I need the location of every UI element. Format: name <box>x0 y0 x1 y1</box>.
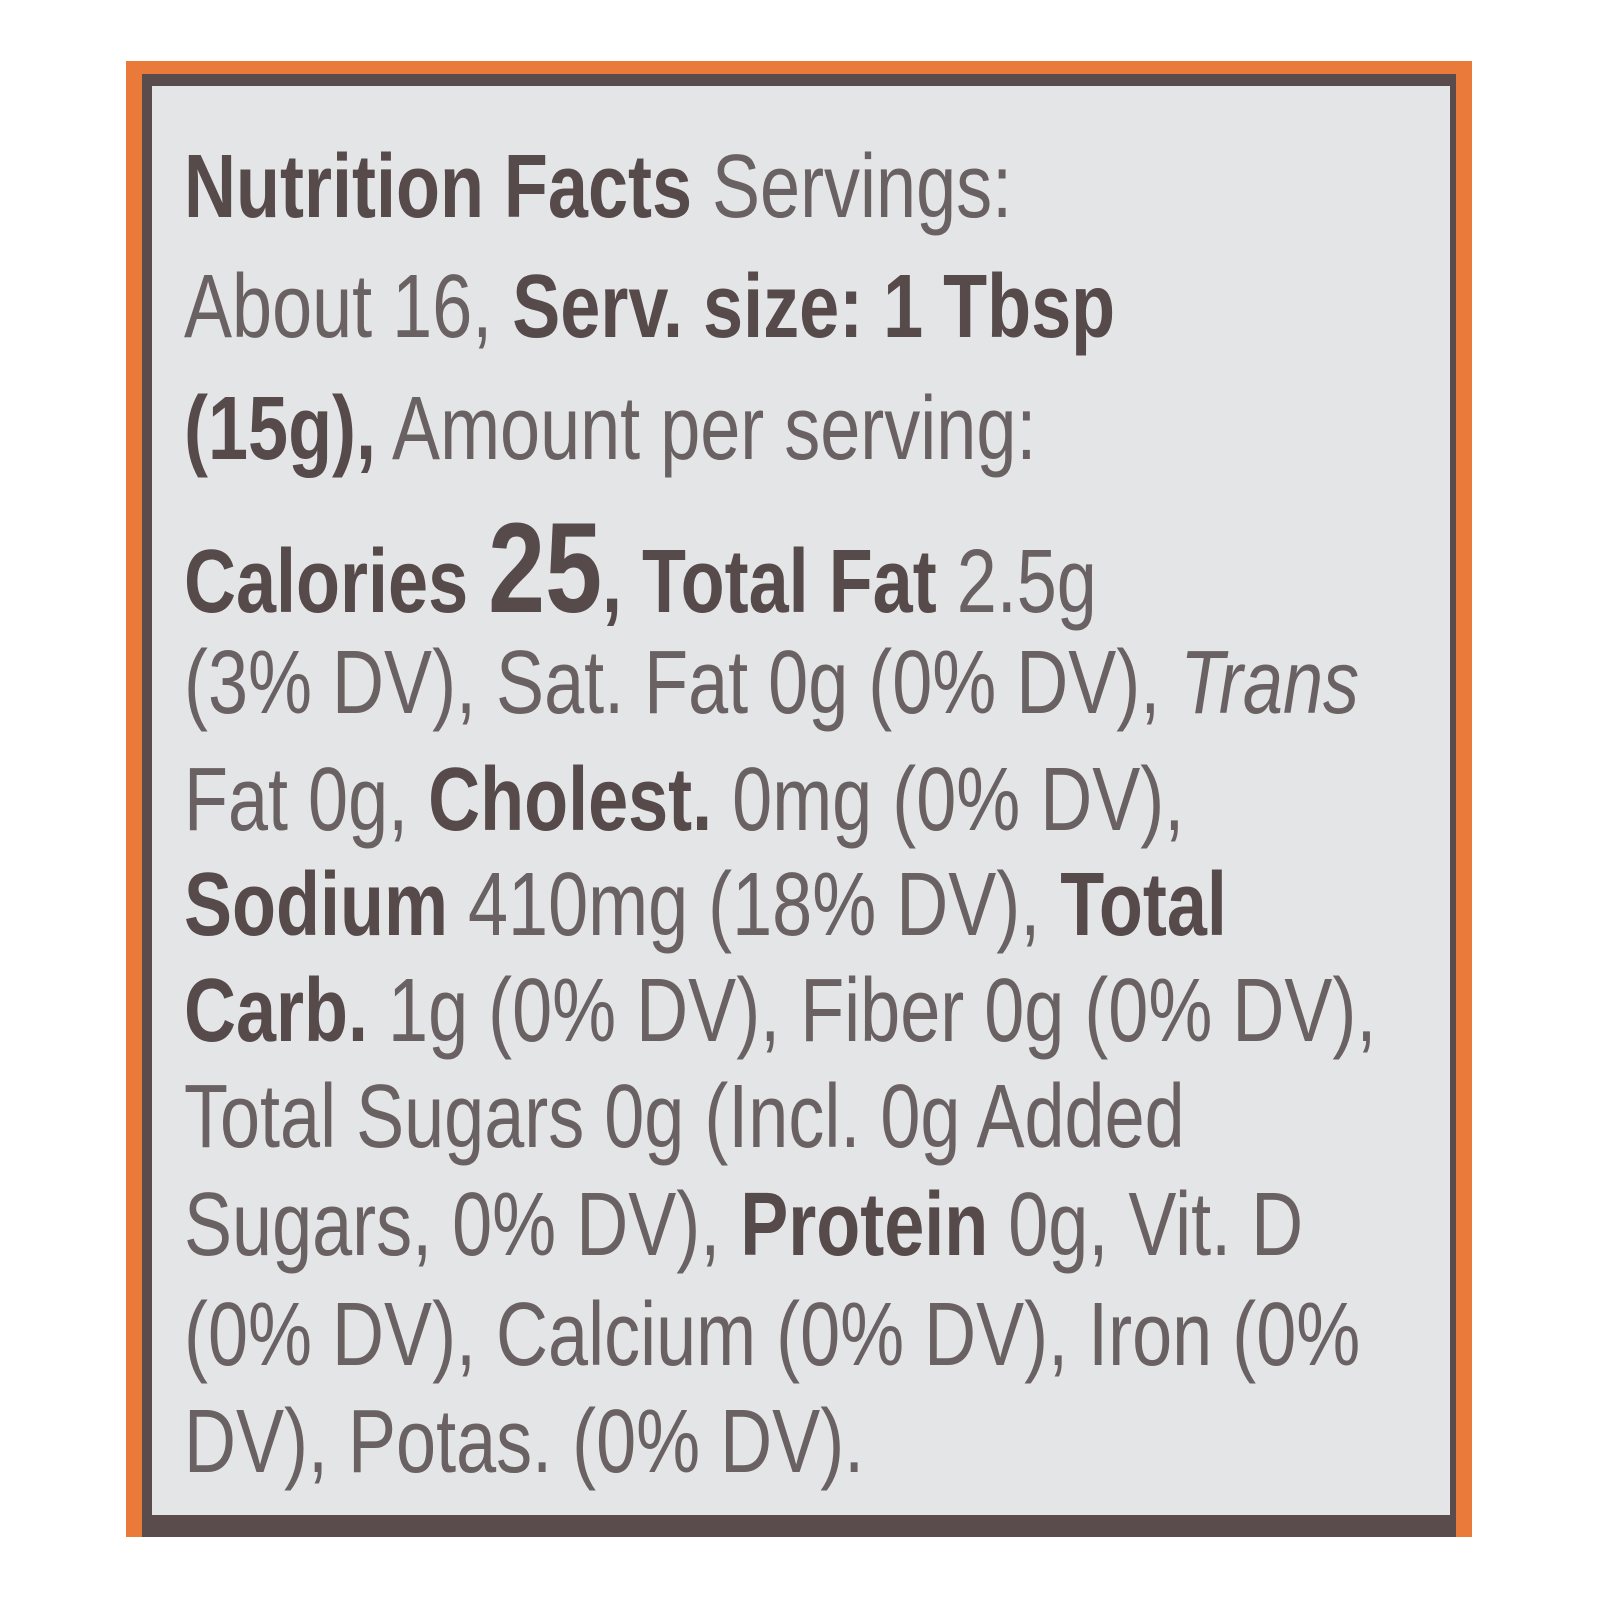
nutrition-line: (0% DV), Calcium (0% DV), Iron (0% <box>184 1290 1360 1380</box>
nutrition-line: (15g), Amount per serving: <box>184 384 1036 474</box>
calories-value: 25 <box>488 497 603 640</box>
nutrition-text-segment: (3% DV), Sat. Fat 0g (0% DV), <box>184 633 1181 733</box>
nutrition-text-segment: Cholest. <box>428 750 713 850</box>
nutrition-line: About 16, Serv. size: 1 Tbsp <box>184 262 1115 352</box>
nutrition-text-segment: (15g), <box>184 379 377 479</box>
nutrition-text-segment: 0g, Vit. D <box>988 1175 1304 1275</box>
nutrition-text-segment: Protein <box>740 1175 989 1275</box>
nutrition-text-segment: Sugars, 0% DV), <box>184 1175 741 1275</box>
nutrition-line: Calories 25, Total Fat 2.5g <box>184 505 1097 633</box>
nutrition-text-segment: Sodium <box>184 855 448 955</box>
nutrition-text-segment: Calories <box>184 532 489 632</box>
nutrition-line: DV), Potas. (0% DV). <box>184 1397 864 1487</box>
nutrition-text-segment: Carb. <box>184 961 369 1061</box>
nutrition-text-segment: 1g (0% DV), Fiber 0g (0% DV), <box>368 961 1377 1061</box>
nutrition-text-segment: 0mg (0% DV), <box>712 750 1185 850</box>
nutrition-line: Total Sugars 0g (Incl. 0g Added <box>184 1072 1185 1162</box>
nutrition-text-segment: Amount per serving: <box>376 379 1037 479</box>
nutrition-text-segment: Trans <box>1180 633 1359 733</box>
nutrition-text-segment: Serv. size: 1 Tbsp <box>512 257 1116 357</box>
nutrition-text-segment: Total Sugars 0g (Incl. 0g Added <box>184 1067 1185 1167</box>
nutrition-text-segment: Nutrition Facts <box>184 137 693 237</box>
nutrition-facts-panel <box>152 86 1450 1515</box>
nutrition-text-segment: Servings: <box>692 137 1013 237</box>
nutrition-text-segment: , Total Fat <box>602 532 937 632</box>
nutrition-line: Sugars, 0% DV), Protein 0g, Vit. D <box>184 1180 1303 1270</box>
nutrition-text-segment: 410mg (18% DV), <box>448 855 1061 955</box>
nutrition-text-segment: (0% DV), Calcium (0% DV), Iron (0% <box>184 1285 1361 1385</box>
nutrition-text-segment: 2.5g <box>936 532 1097 632</box>
nutrition-line: Carb. 1g (0% DV), Fiber 0g (0% DV), <box>184 966 1376 1056</box>
nutrition-text-segment: Total <box>1060 855 1227 955</box>
nutrition-text-segment: Fat 0g, <box>184 750 429 850</box>
nutrition-line: Nutrition Facts Servings: <box>184 142 1012 232</box>
nutrition-line: Fat 0g, Cholest. 0mg (0% DV), <box>184 755 1184 845</box>
nutrition-text-segment: DV), Potas. (0% DV). <box>184 1392 865 1492</box>
nutrition-line: (3% DV), Sat. Fat 0g (0% DV), Trans <box>184 638 1359 728</box>
nutrition-text-segment: About 16, <box>184 257 513 357</box>
nutrition-line: Sodium 410mg (18% DV), Total <box>184 860 1227 950</box>
